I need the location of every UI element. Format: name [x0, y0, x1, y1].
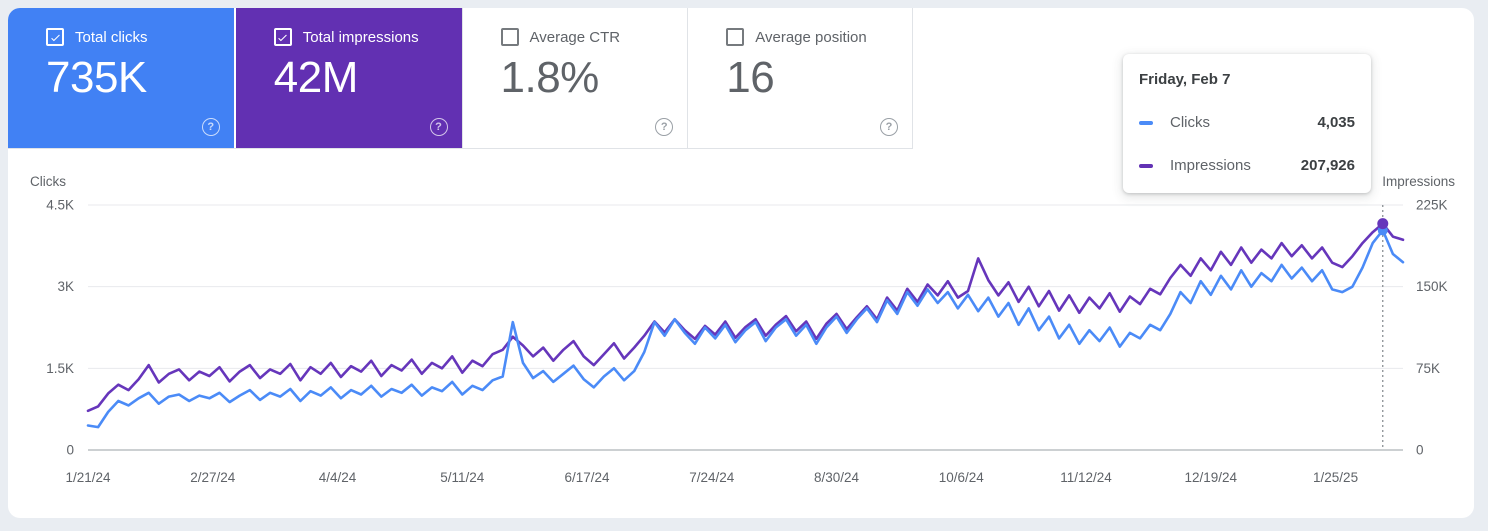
clicks-swatch-icon [1139, 120, 1153, 125]
card-total-impressions[interactable]: Total impressions 42M ? [235, 8, 462, 148]
checkbox-checked-icon[interactable] [273, 28, 292, 46]
chart-tooltip: Friday, Feb 7 Clicks 4,035 Impressions 2… [1123, 54, 1371, 193]
metric-value: 16 [726, 53, 775, 102]
left-axis-tick: 3K [57, 279, 74, 294]
performance-panel: Total clicks 735K ? Total impressions 42… [8, 8, 1474, 518]
metric-value: 42M [273, 53, 359, 102]
metric-value: 1.8% [500, 53, 600, 102]
left-axis-tick: 1.5K [46, 361, 74, 376]
x-axis-tick: 4/4/24 [319, 470, 357, 485]
tooltip-date: Friday, Feb 7 [1139, 71, 1231, 88]
right-axis-title: Impressions [1382, 174, 1455, 189]
checkbox-unchecked-icon[interactable] [726, 28, 745, 46]
metric-label: Total clicks [75, 28, 148, 46]
x-axis-tick: 11/12/24 [1060, 470, 1112, 485]
right-axis-tick: 225K [1416, 198, 1448, 213]
card-average-ctr[interactable]: Average CTR 1.8% ? [461, 8, 688, 148]
impressions-line [86, 222, 1405, 413]
left-axis-title: Clicks [30, 174, 66, 189]
check-icon [50, 34, 60, 41]
x-axis-tick: 8/30/24 [814, 470, 860, 485]
x-axis-tick: 7/24/24 [689, 470, 735, 485]
right-axis-tick: 150K [1416, 279, 1448, 294]
help-icon[interactable]: ? [429, 118, 448, 136]
x-axis-tick: 6/17/24 [565, 470, 611, 485]
x-axis-tick: 12/19/24 [1185, 470, 1238, 485]
help-icon[interactable]: ? [655, 118, 674, 136]
right-axis-tick: 75K [1416, 361, 1440, 376]
left-axis-tick: 4.5K [46, 198, 74, 213]
tooltip-row-clicks: Clicks 4,035 [1139, 114, 1355, 131]
metric-value: 735K [46, 53, 147, 102]
tooltip-value: 4,035 [1317, 114, 1355, 131]
tooltip-label: Impressions [1170, 157, 1251, 174]
x-axis-tick: 1/21/24 [65, 470, 111, 485]
card-header: Total impressions [273, 28, 446, 46]
metric-cards: Total clicks 735K ? Total impressions 42… [8, 8, 913, 149]
help-icon[interactable]: ? [880, 118, 898, 136]
x-axis-tick: 5/11/24 [440, 470, 485, 485]
metric-label: Average CTR [529, 28, 621, 46]
card-header: Total clicks [46, 28, 218, 46]
tooltip-label: Clicks [1170, 114, 1210, 131]
clicks-line [86, 229, 1405, 429]
tooltip-value: 207,926 [1300, 157, 1355, 174]
checkbox-unchecked-icon[interactable] [500, 28, 519, 46]
x-axis-tick: 10/6/24 [939, 470, 985, 485]
right-axis-tick: 0 [1416, 443, 1424, 458]
metric-label: Total impressions [302, 28, 419, 46]
x-axis-tick: 2/27/24 [190, 470, 236, 485]
tooltip-row-impressions: Impressions 207,926 [1139, 157, 1355, 174]
check-icon [278, 34, 288, 41]
card-header: Average position [726, 28, 896, 46]
card-average-position[interactable]: Average position 16 ? [687, 8, 913, 148]
left-axis-tick: 0 [66, 443, 74, 458]
card-header: Average CTR [500, 28, 672, 46]
card-total-clicks[interactable]: Total clicks 735K ? [8, 8, 234, 148]
x-axis-tick: 1/25/25 [1313, 470, 1358, 485]
metric-label: Average position [755, 28, 867, 46]
checkbox-checked-icon[interactable] [46, 28, 64, 46]
hover-dot-impressions [1377, 218, 1389, 230]
help-icon[interactable]: ? [201, 118, 220, 136]
performance-chart[interactable]: 0 0 1.5K 75K 3K 150K 4.5K 225K 1/21/24 2/27/24 4/4… [8, 160, 1474, 512]
impressions-swatch-icon [1139, 163, 1153, 168]
